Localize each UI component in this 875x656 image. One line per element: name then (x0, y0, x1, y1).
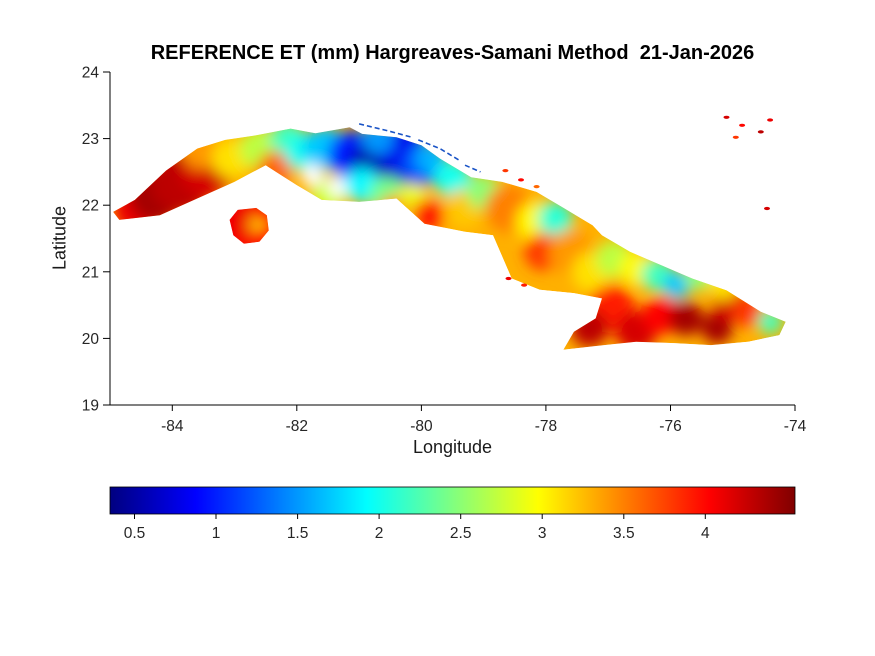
colorbar-tick-label: 1.5 (287, 525, 309, 542)
x-tick-label: -80 (410, 418, 433, 435)
colorbar-tick-label: 4 (701, 525, 710, 542)
colorbar-tick-label: 0.5 (124, 525, 146, 542)
y-tick-label: 23 (82, 131, 99, 148)
colorbar-tick-label: 3.5 (613, 525, 635, 542)
small-island-speck (518, 178, 524, 182)
small-island-speck (739, 123, 746, 127)
north-cays-line (358, 123, 413, 139)
small-island-speck (732, 135, 739, 139)
colorbar-tick-label: 1 (212, 525, 221, 542)
colorbar-tick-label: 3 (538, 525, 547, 542)
y-tick-label: 24 (82, 65, 100, 82)
small-island-speck (533, 185, 540, 189)
x-tick-label: -84 (161, 418, 184, 435)
small-island-speck (521, 283, 528, 287)
x-tick-label: -82 (286, 418, 308, 435)
small-island-speck (757, 130, 764, 134)
x-tick-label: -74 (784, 418, 807, 435)
small-island-speck (505, 276, 512, 281)
small-island-speck (767, 118, 774, 122)
y-tick-label: 19 (82, 398, 99, 415)
x-tick-label: -76 (659, 418, 681, 435)
y-tick-label: 21 (82, 264, 99, 281)
colorbar-tick-label: 2 (375, 525, 384, 542)
colorbar-gradient (109, 486, 796, 515)
small-island-speck (723, 115, 730, 119)
small-island-speck (764, 206, 770, 211)
x-tick-label: -78 (535, 418, 557, 435)
x-axis-label: Longitude (412, 437, 493, 457)
y-tick-label: 22 (82, 198, 99, 215)
small-island-speck (502, 169, 509, 173)
colorbar-tick-label: 2.5 (450, 525, 472, 542)
chart-title: REFERENCE ET (mm) Hargreaves-Samani Meth… (150, 42, 755, 64)
north-cays-line (464, 164, 481, 173)
cuba-et-field (113, 127, 786, 350)
y-tick-label: 20 (82, 331, 100, 348)
